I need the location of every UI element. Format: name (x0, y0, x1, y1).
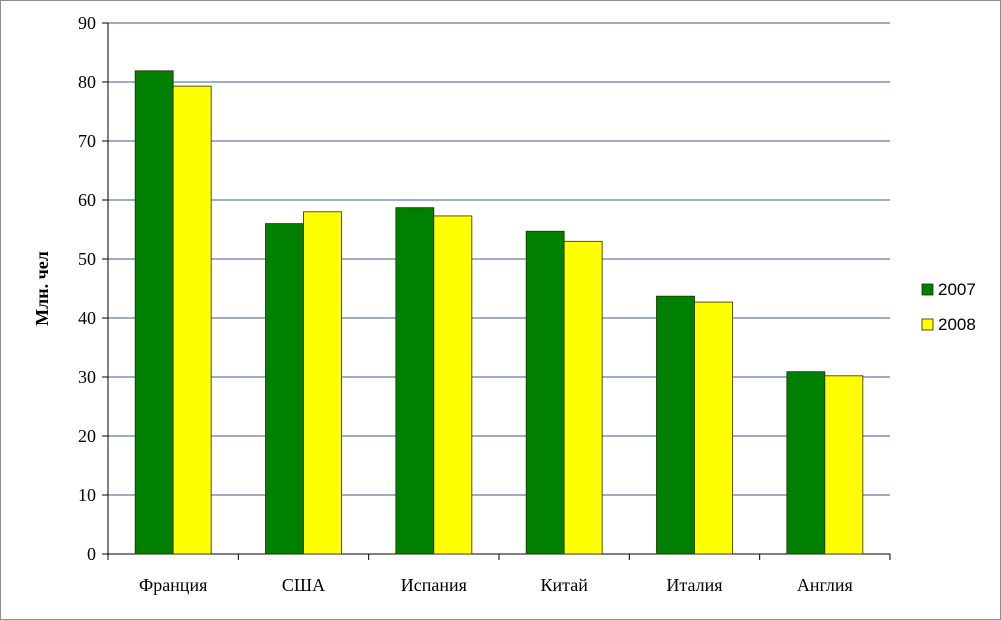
bar-2007 (786, 371, 826, 555)
x-tick-label: Англия (797, 575, 853, 595)
x-tick-label: Италия (666, 575, 722, 595)
y-tick-label: 90 (78, 13, 96, 33)
y-tick-label: 70 (78, 131, 96, 151)
x-tick-label: США (282, 575, 325, 595)
bar-2007 (395, 207, 435, 555)
legend-swatch-2008 (921, 318, 934, 331)
y-axis-label: Млн. чел (32, 251, 52, 326)
y-tick-label: 40 (78, 308, 96, 328)
legend-label: 2007 (938, 280, 976, 299)
y-tick-label: 10 (78, 485, 96, 505)
bar-2008 (303, 211, 342, 555)
y-tick-label: 20 (78, 426, 96, 446)
y-tick-label: 30 (78, 367, 96, 387)
plot-area (108, 23, 890, 554)
bar-2007 (265, 223, 304, 555)
legend-swatch-2007 (921, 283, 934, 296)
y-tick-label: 80 (78, 72, 96, 92)
bar-2008 (433, 215, 473, 555)
bar-2008 (694, 301, 733, 555)
y-tick-label: 50 (78, 249, 96, 269)
legend-label: 2008 (938, 315, 976, 334)
bar-2007 (525, 230, 565, 555)
y-tick-label: 60 (78, 190, 96, 210)
bar-2008 (172, 85, 212, 555)
bar-2008 (824, 375, 864, 555)
bar-2007 (656, 295, 695, 555)
x-tick-label: Китай (540, 575, 588, 595)
x-tick-label: Испания (401, 575, 467, 595)
x-tick-label: Франция (139, 575, 207, 595)
bar-2007 (134, 70, 174, 555)
y-tick-label: 0 (87, 544, 96, 564)
bar-2008 (563, 240, 603, 555)
